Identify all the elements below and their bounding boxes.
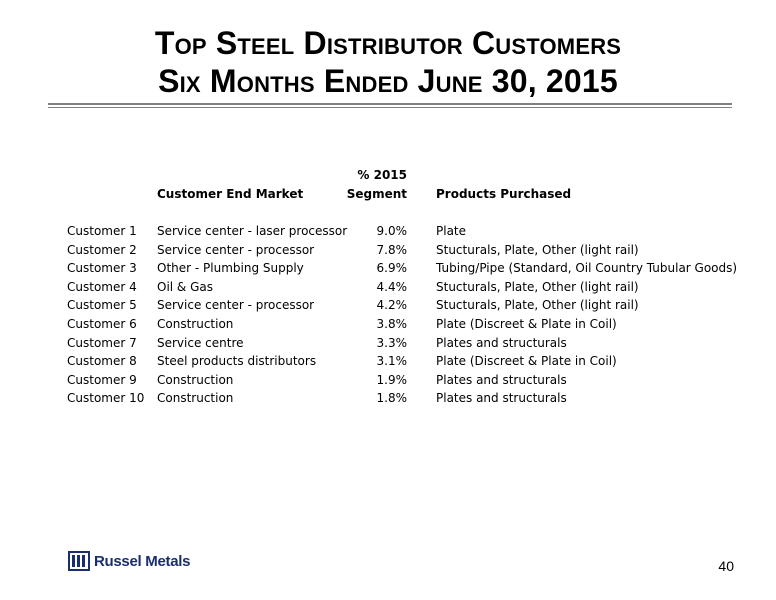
customer-name: Customer 2 xyxy=(67,243,137,257)
products-purchased: Tubing/Pipe (Standard, Oil Country Tubul… xyxy=(436,261,738,275)
products-purchased: Plates and structurals xyxy=(436,373,567,387)
customer-name: Customer 3 xyxy=(67,261,137,275)
customer-name: Customer 10 xyxy=(67,391,145,405)
header-products: Products Purchased xyxy=(436,187,572,201)
segment-percent: 3.1% xyxy=(376,354,408,368)
customer-end-market: Other - Plumbing Supply xyxy=(157,261,304,275)
customer-name: Customer 9 xyxy=(67,373,137,387)
customer-name: Customer 7 xyxy=(67,336,137,350)
segment-percent: 4.2% xyxy=(376,298,408,312)
slide-title-line1: Top Steel Distributor Customers xyxy=(154,25,622,61)
products-purchased: Plates and structurals xyxy=(436,391,567,405)
page-number: 40 xyxy=(718,558,734,574)
customer-name: Customer 8 xyxy=(67,354,137,368)
segment-percent: 3.8% xyxy=(376,317,408,331)
customer-end-market: Construction xyxy=(157,373,234,387)
customer-name: Customer 5 xyxy=(67,298,137,312)
products-purchased: Stucturals, Plate, Other (light rail) xyxy=(436,243,639,257)
segment-percent: 6.9% xyxy=(376,261,408,275)
russel-metals-logo-icon xyxy=(68,551,90,571)
customer-end-market: Construction xyxy=(157,391,234,405)
header-segment-line1: % 2015 xyxy=(357,168,407,182)
header-market: Customer End Market xyxy=(157,187,304,201)
customer-end-market: Service center - laser processor xyxy=(157,224,348,238)
segment-percent: 7.8% xyxy=(376,243,408,257)
customer-end-market: Service center - processor xyxy=(157,243,315,257)
customer-name: Customer 1 xyxy=(67,224,137,238)
slide-title-line2: Six Months Ended June 30, 2015 xyxy=(158,63,618,99)
customer-end-market: Construction xyxy=(157,317,234,331)
customer-end-market: Service center - processor xyxy=(157,298,315,312)
segment-percent: 3.3% xyxy=(376,336,408,350)
title-divider-thick xyxy=(48,103,732,105)
products-purchased: Stucturals, Plate, Other (light rail) xyxy=(436,280,639,294)
segment-percent: 9.0% xyxy=(376,224,408,238)
customer-end-market: Oil & Gas xyxy=(157,280,214,294)
products-purchased: Plate xyxy=(436,224,467,238)
customer-end-market: Service centre xyxy=(157,336,244,350)
customer-end-market: Steel products distributors xyxy=(157,354,317,368)
customer-name: Customer 4 xyxy=(67,280,137,294)
customer-name: Customer 6 xyxy=(67,317,137,331)
title-divider-thin xyxy=(48,107,732,108)
segment-percent: 4.4% xyxy=(376,280,408,294)
products-purchased: Plates and structurals xyxy=(436,336,567,350)
logo-text: Russel Metals xyxy=(94,552,191,570)
header-segment-line2: Segment xyxy=(346,187,407,201)
segment-percent: 1.9% xyxy=(376,373,408,387)
segment-percent: 1.8% xyxy=(376,391,408,405)
russel-metals-logo: Russel Metals xyxy=(68,551,190,571)
products-purchased: Plate (Discreet & Plate in Coil) xyxy=(436,317,617,331)
products-purchased: Stucturals, Plate, Other (light rail) xyxy=(436,298,639,312)
products-purchased: Plate (Discreet & Plate in Coil) xyxy=(436,354,617,368)
